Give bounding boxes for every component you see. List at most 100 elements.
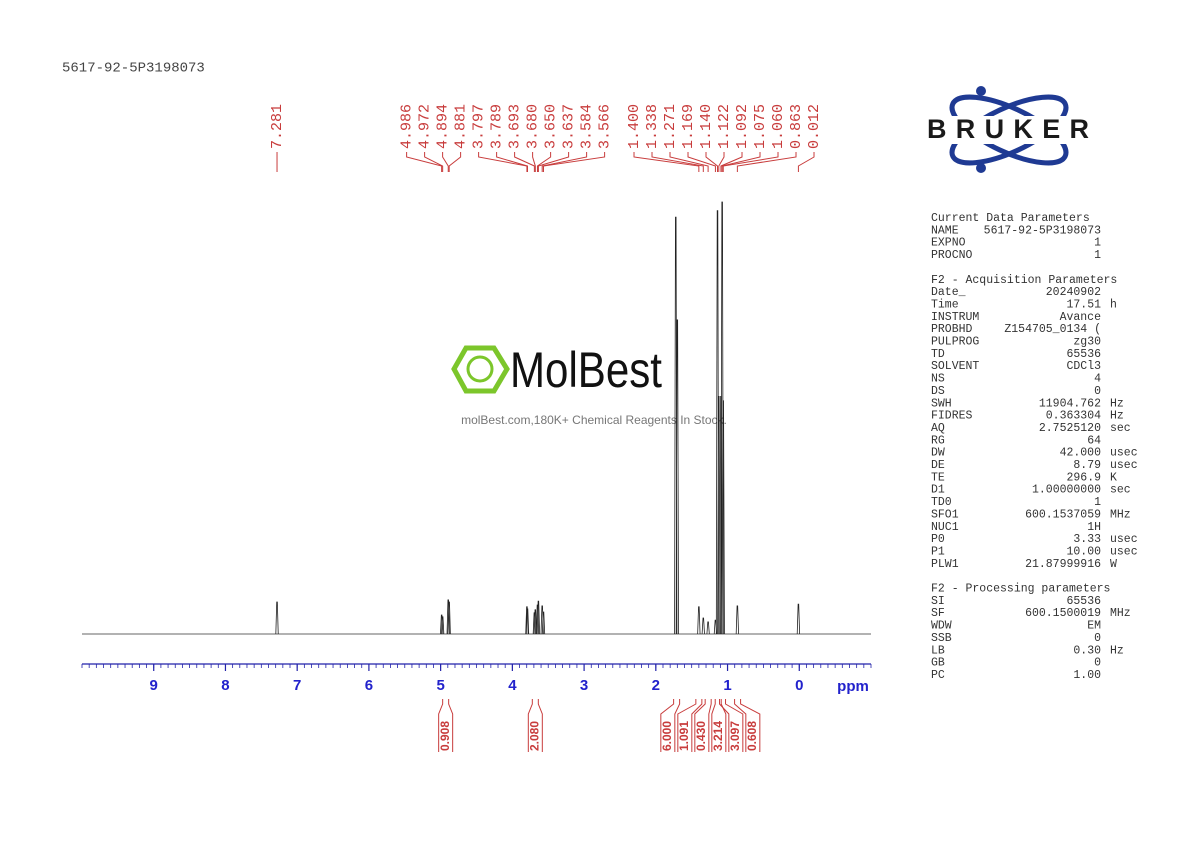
- integral-bracket: [694, 699, 706, 752]
- parameter-value: 0: [1094, 657, 1101, 670]
- parameter-unit: MHz: [1110, 508, 1131, 521]
- parameter-name: EXPNO: [931, 237, 966, 250]
- parameter-name: TD0: [931, 496, 952, 509]
- parameter-name: P1: [931, 545, 945, 558]
- parameter-name: NUC1: [931, 521, 959, 534]
- signal-peak: [701, 617, 705, 635]
- signal-peak: [706, 621, 710, 635]
- peak-leader: [718, 152, 725, 172]
- parameter-unit: Hz: [1110, 397, 1124, 410]
- peak-leader: [478, 152, 528, 172]
- peak-label: 1.400: [626, 104, 643, 149]
- parameter-name: SSB: [931, 632, 952, 645]
- x-tick-label: 4: [508, 677, 517, 694]
- parameter-name: PLW1: [931, 558, 959, 571]
- parameter-name: TD: [931, 348, 945, 361]
- peak-label: 1.060: [770, 104, 787, 149]
- peak-leader: [541, 152, 588, 172]
- parameter-unit: sec: [1110, 422, 1131, 435]
- parameter-value: 4: [1094, 373, 1101, 386]
- integral-bracket: [734, 699, 747, 752]
- peak-label: 0.012: [806, 104, 823, 149]
- logo-ring: [466, 355, 494, 383]
- peak-label: 1.140: [698, 104, 715, 149]
- parameter-value: Avance: [1060, 311, 1102, 324]
- integral-bracket: [725, 699, 744, 752]
- parameter-name: AQ: [931, 422, 945, 435]
- parameter-unit: Hz: [1110, 410, 1124, 423]
- logo-dot: [976, 163, 986, 173]
- parameter-name: TE: [931, 471, 945, 484]
- parameter-value: 0: [1094, 632, 1101, 645]
- parameter-value: 5617-92-5P3198073: [984, 224, 1101, 237]
- peak-label: 7.281: [269, 104, 286, 149]
- peak-label: 4.894: [435, 104, 452, 149]
- parameter-value: Z154705_0134 (: [1004, 323, 1101, 336]
- parameter-value: EM: [1087, 620, 1101, 633]
- signal-peak: [796, 603, 801, 635]
- signal-peak: [441, 616, 445, 635]
- integral-bracket: [740, 699, 761, 752]
- parameter-unit: Hz: [1110, 644, 1124, 657]
- peak-label: 1.271: [662, 104, 679, 149]
- parameter-name: SI: [931, 595, 945, 608]
- parameter-name: PC: [931, 669, 945, 682]
- parameter-name: PULPROG: [931, 336, 979, 349]
- parameter-name: SOLVENT: [931, 360, 979, 373]
- parameter-value: 8.79: [1073, 459, 1101, 472]
- peak-leader: [424, 152, 444, 172]
- signal-peak: [735, 605, 739, 635]
- peak-label: 4.881: [453, 104, 470, 149]
- peak-label: 3.650: [543, 104, 560, 149]
- integral-bracket: [691, 699, 703, 752]
- parameter-name: INSTRUM: [931, 311, 979, 324]
- signal-peak: [533, 609, 537, 635]
- peak-label: 1.122: [716, 104, 733, 149]
- integral-bracket: [448, 699, 454, 752]
- parameter-name: D1: [931, 484, 945, 497]
- parameter-name: PROBHD: [931, 323, 973, 336]
- molbest-text: MolBest: [510, 342, 662, 398]
- parameter-value: 600.1537059: [1025, 508, 1101, 521]
- signal-peak: [697, 606, 701, 635]
- peak-label: 3.637: [561, 104, 578, 149]
- parameter-unit: MHz: [1110, 607, 1131, 620]
- parameter-value: 1H: [1087, 521, 1101, 534]
- parameter-value: 42.000: [1060, 447, 1102, 460]
- parameter-value: 3.33: [1073, 533, 1101, 546]
- parameter-name: SF: [931, 607, 945, 620]
- parameter-value: 1.00: [1073, 669, 1101, 682]
- integral-label: 0.608: [745, 721, 759, 751]
- signal-peak: [719, 396, 723, 635]
- parameter-value: 2.7525120: [1039, 422, 1101, 435]
- parameter-value: 600.1500019: [1025, 607, 1101, 620]
- integral-label: 2.080: [527, 721, 541, 751]
- peak-leader: [537, 152, 570, 172]
- peak-leader: [705, 152, 719, 172]
- peak-leader: [669, 152, 709, 172]
- molbest-tagline: molBest.com,180K+ Chemical Reagents In S…: [461, 413, 727, 427]
- molbest-logo: MolBest molBest.com,180K+ Chemical Reage…: [451, 342, 727, 427]
- signal-peak: [717, 396, 721, 635]
- peak-leader: [442, 152, 449, 172]
- peak-label: 3.797: [471, 104, 488, 149]
- parameter-unit: usec: [1110, 447, 1138, 460]
- peak-label: 3.584: [579, 104, 596, 149]
- parameter-name: PROCNO: [931, 249, 973, 262]
- signal-peak: [532, 612, 536, 635]
- integral-bracket: [711, 699, 716, 752]
- peak-leader: [720, 152, 743, 172]
- x-tick-label: 9: [150, 677, 158, 694]
- peak-leader: [536, 152, 552, 172]
- x-tick-label: 7: [293, 677, 301, 694]
- parameter-name: SWH: [931, 397, 952, 410]
- chart-title: 5617-92-5P3198073: [62, 61, 205, 77]
- signal-peak: [525, 606, 529, 635]
- peak-label: 1.338: [644, 104, 661, 149]
- parameter-name: DE: [931, 459, 945, 472]
- integral-bracket: [537, 699, 543, 752]
- x-tick-label: 6: [365, 677, 373, 694]
